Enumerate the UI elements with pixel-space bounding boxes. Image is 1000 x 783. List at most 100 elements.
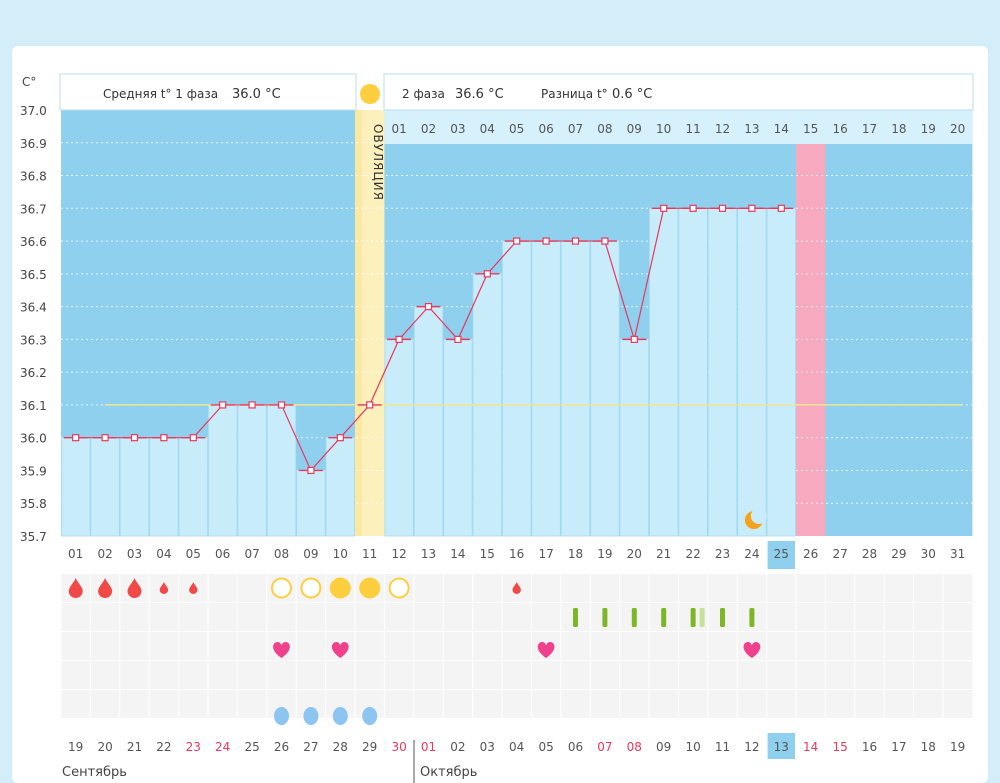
calendar-date-label[interactable]: 05 [538, 740, 553, 754]
cycle-day-label[interactable]: 09 [303, 547, 318, 561]
temperature-point[interactable] [72, 434, 80, 442]
temperature-point[interactable] [601, 237, 609, 245]
heart-icon[interactable] [743, 642, 761, 658]
cycle-day-label[interactable]: 24 [744, 547, 759, 561]
temperature-point[interactable] [307, 466, 315, 475]
mucus-circle-icon[interactable] [329, 577, 351, 599]
cycle-day-label[interactable]: 23 [715, 547, 730, 561]
cycle-day-label[interactable]: 29 [891, 547, 906, 561]
temperature-point[interactable] [189, 434, 197, 442]
cycle-day-label[interactable]: 04 [156, 547, 171, 561]
discharge-drop-icon[interactable] [274, 707, 289, 725]
cycle-day-label[interactable]: 14 [450, 547, 465, 561]
heart-icon[interactable] [331, 642, 349, 658]
calendar-date-label[interactable]: 20 [97, 740, 112, 754]
ovulation-test-icon[interactable] [631, 608, 637, 627]
calendar-date-label[interactable]: 01 [421, 740, 436, 754]
heart-icon[interactable] [273, 642, 290, 658]
calendar-date-label[interactable]: 26 [274, 740, 289, 754]
temperature-point[interactable] [777, 204, 785, 212]
temperature-point[interactable] [277, 401, 286, 409]
calendar-date-label[interactable]: 09 [656, 740, 671, 754]
cycle-day-label[interactable]: 07 [244, 547, 259, 561]
temperature-point[interactable] [395, 335, 403, 343]
temperature-point[interactable] [248, 401, 256, 409]
cycle-day-label[interactable]: 05 [186, 547, 201, 561]
temperature-point[interactable] [336, 434, 344, 442]
cycle-day-label[interactable]: 26 [803, 547, 818, 561]
calendar-date-label[interactable]: 27 [303, 740, 318, 754]
temperature-point[interactable] [513, 237, 521, 245]
calendar-date-label[interactable]: 14 [803, 740, 818, 754]
ovulation-test-icon[interactable] [690, 608, 696, 627]
calendar-date-label[interactable]: 15 [832, 740, 847, 754]
calendar-date-label[interactable]: 17 [891, 740, 906, 754]
cycle-day-label[interactable]: 02 [97, 547, 112, 561]
cycle-day-label[interactable]: 03 [127, 547, 142, 561]
calendar-date-label[interactable]: 23 [186, 740, 201, 754]
cycle-day-label[interactable]: 11 [362, 547, 377, 561]
temperature-point[interactable] [366, 401, 374, 409]
temperature-point[interactable] [571, 237, 580, 245]
temperature-point[interactable] [689, 204, 697, 212]
cycle-day-label[interactable]: 28 [862, 547, 877, 561]
calendar-date-label[interactable]: 24 [215, 740, 230, 754]
calendar-date-label[interactable]: 29 [362, 740, 377, 754]
temperature-point[interactable] [542, 237, 550, 245]
calendar-date-label[interactable]: 10 [685, 740, 700, 754]
temperature-point[interactable] [219, 401, 227, 409]
temperature-point[interactable] [483, 270, 491, 278]
discharge-drop-icon[interactable] [362, 707, 378, 725]
cycle-day-label[interactable]: 25 [774, 547, 789, 561]
calendar-date-label[interactable]: 13 [774, 740, 789, 754]
calendar-date-label[interactable]: 04 [509, 740, 524, 754]
cycle-day-label[interactable]: 31 [950, 547, 965, 561]
cycle-day-label[interactable]: 22 [685, 547, 700, 561]
cycle-day-label[interactable]: 08 [274, 547, 289, 561]
calendar-date-label[interactable]: 16 [862, 740, 877, 754]
cycle-day-label[interactable]: 27 [832, 547, 847, 561]
calendar-date-label[interactable]: 12 [744, 740, 759, 754]
calendar-date-label[interactable]: 19 [68, 740, 83, 754]
cycle-day-label[interactable]: 01 [68, 547, 83, 561]
ovulation-test-icon[interactable] [573, 608, 578, 627]
calendar-date-label[interactable]: 21 [127, 740, 142, 754]
cycle-day-label[interactable]: 10 [333, 547, 348, 561]
mucus-circle-icon[interactable] [271, 577, 292, 599]
calendar-date-label[interactable]: 30 [391, 740, 406, 754]
cycle-day-label[interactable]: 12 [391, 547, 406, 561]
temperature-point[interactable] [748, 204, 756, 212]
cycle-day-label[interactable]: 21 [656, 547, 671, 561]
calendar-date-label[interactable]: 18 [921, 740, 936, 754]
heart-icon[interactable] [537, 642, 555, 658]
discharge-drop-icon[interactable] [303, 707, 319, 725]
calendar-date-label[interactable]: 07 [597, 740, 612, 754]
discharge-drop-icon[interactable] [332, 707, 348, 725]
temperature-point[interactable] [630, 335, 638, 343]
cycle-day-label[interactable]: 18 [568, 547, 583, 561]
cycle-day-label[interactable]: 30 [921, 547, 936, 561]
cycle-day-label[interactable]: 06 [215, 547, 230, 561]
mucus-circle-icon[interactable] [388, 577, 410, 599]
cycle-day-label[interactable]: 16 [509, 547, 524, 561]
ovulation-test-icon[interactable] [749, 608, 755, 627]
calendar-date-label[interactable]: 22 [156, 740, 171, 754]
ovulation-test-icon[interactable] [699, 608, 705, 627]
calendar-date-label[interactable]: 02 [450, 740, 465, 754]
ovulation-test-icon[interactable] [720, 608, 725, 627]
calendar-date-label[interactable]: 08 [627, 740, 642, 754]
cycle-day-label[interactable]: 13 [421, 547, 436, 561]
cycle-day-label[interactable]: 17 [538, 547, 553, 561]
menstruation-drop-icon[interactable] [127, 578, 142, 598]
calendar-date-label[interactable]: 19 [950, 740, 965, 754]
cycle-day-label[interactable]: 20 [627, 547, 642, 561]
ovulation-test-icon[interactable] [661, 608, 667, 627]
cycle-day-label[interactable]: 15 [480, 547, 495, 561]
menstruation-drop-icon[interactable] [68, 578, 83, 598]
temperature-point[interactable] [130, 434, 139, 442]
calendar-date-label[interactable]: 11 [715, 740, 730, 754]
calendar-date-label[interactable]: 03 [480, 740, 495, 754]
menstruation-drop-icon[interactable] [189, 582, 198, 594]
menstruation-drop-icon[interactable] [98, 578, 113, 598]
temperature-point[interactable] [454, 335, 462, 343]
